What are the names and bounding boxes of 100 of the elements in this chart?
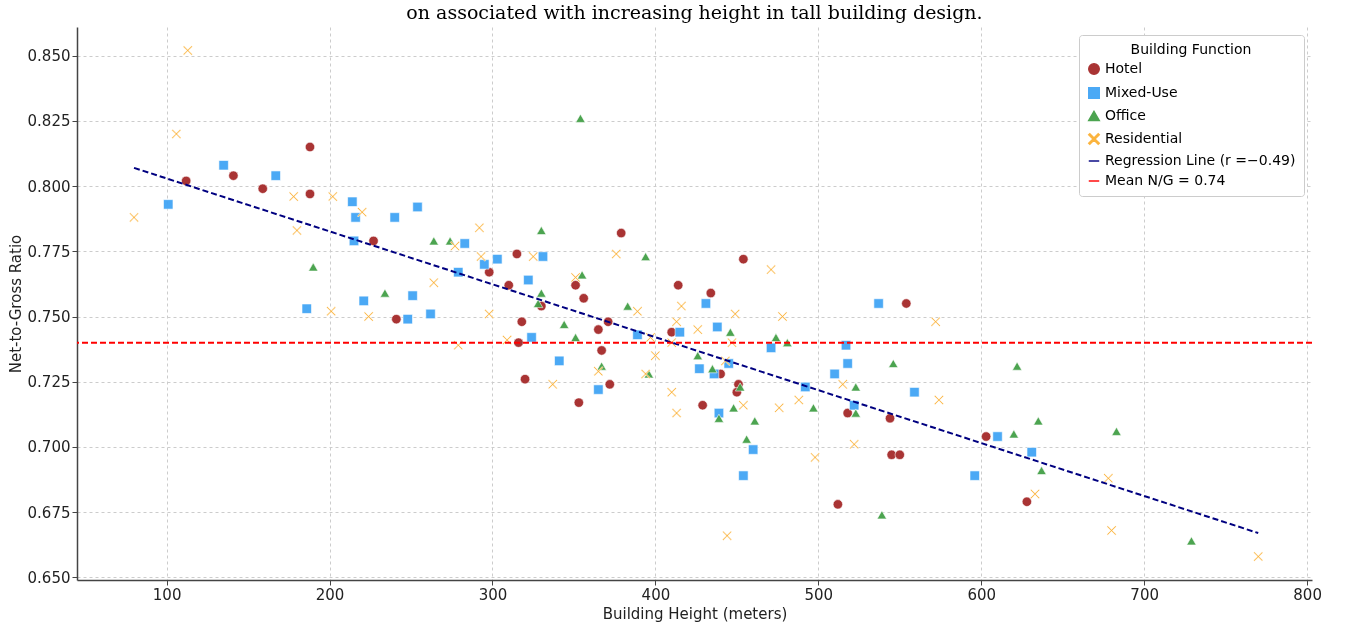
chart-title: on associated with increasing height in tall building design. [406,1,983,23]
point [730,308,741,319]
point [479,259,490,270]
point [671,408,682,419]
point [425,308,436,319]
point [725,327,736,337]
point [327,191,338,202]
point [389,212,400,223]
point [484,308,495,319]
y-tick-label: 0.725 [27,373,71,392]
point [357,207,368,218]
point [368,235,379,246]
point [616,228,627,239]
point [674,327,685,338]
point [1036,466,1047,475]
point [640,252,651,261]
point [793,394,804,406]
point [832,499,843,510]
point [1021,496,1032,507]
point [707,364,718,374]
point [909,387,920,398]
point [981,431,992,442]
point [559,319,570,329]
y-tick-label: 0.675 [27,503,71,522]
x-tick-label: 600 [967,585,997,604]
point [407,290,418,301]
point [428,277,439,288]
point [774,402,785,413]
point [766,264,777,275]
point [536,226,547,235]
point [712,321,723,333]
point [1008,429,1019,439]
point [1033,416,1044,426]
y-axis-title: Net-to-Gross Ratio [6,234,25,374]
point [741,434,752,444]
x-tick-label: 700 [1130,585,1159,604]
point [520,374,531,385]
point [503,280,514,291]
point [593,366,604,377]
point [554,355,565,366]
x-tick-label: 500 [804,585,834,604]
point [363,311,374,322]
point [604,379,615,390]
x-tick-label: 400 [641,585,671,604]
x-tick-label: 200 [315,585,345,604]
point [593,384,604,395]
point [808,403,819,413]
point [738,254,749,265]
point [748,444,759,455]
point [449,241,461,252]
point [1029,488,1041,499]
point [697,400,708,411]
point [304,188,316,199]
point [228,170,239,181]
point [894,449,905,460]
point [722,530,733,541]
point [402,314,413,325]
point [459,238,470,249]
point [849,439,860,450]
point [1106,525,1117,536]
point [650,350,661,361]
point [671,316,682,327]
point [288,191,299,202]
point [749,416,760,426]
point [570,272,581,283]
point [738,400,749,411]
point [128,212,140,223]
point [728,403,739,413]
point [886,449,897,460]
point [930,316,941,327]
point [969,470,980,481]
point [270,170,281,181]
point [884,413,896,424]
point [570,280,581,291]
point [1103,473,1114,484]
y-tick-label: 0.800 [27,177,71,196]
point [516,316,527,327]
point [218,160,229,171]
point [358,295,369,306]
point [575,113,586,123]
legend-label: Mean N/G = 0.74 [1105,172,1226,188]
point [326,306,337,317]
point [632,329,643,340]
y-tick-label: 0.850 [27,47,71,66]
point [810,452,821,463]
point [163,199,174,210]
y-tick-label: 0.750 [27,308,71,327]
point [593,324,604,335]
point [476,251,487,262]
point [713,413,724,423]
point [777,311,788,322]
y-tick-label: 0.650 [27,568,71,587]
point [474,222,485,233]
point [888,359,899,368]
point [1026,447,1037,458]
y-tick-label: 0.700 [27,438,71,457]
point [573,397,584,408]
legend-label: Regression Line (r =−0.49) [1105,152,1296,168]
point [492,254,503,265]
x-tick-label: 300 [478,585,508,604]
